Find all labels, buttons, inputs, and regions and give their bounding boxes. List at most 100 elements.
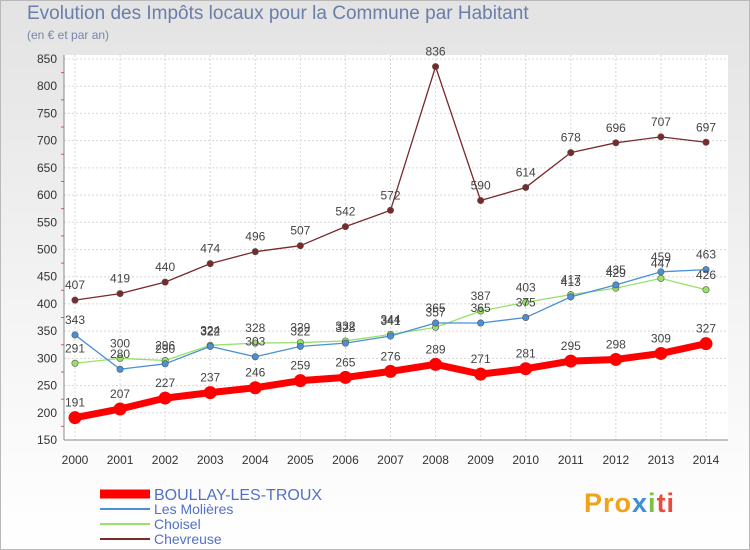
- data-label: 207: [110, 387, 130, 401]
- data-label: 417: [561, 273, 581, 287]
- data-label: 237: [200, 371, 220, 385]
- data-label: 542: [335, 205, 355, 219]
- y-tick-label: 500: [37, 243, 57, 257]
- data-point: [702, 286, 710, 294]
- data-point: [474, 367, 488, 381]
- data-point: [612, 281, 620, 289]
- data-label: 496: [245, 230, 265, 244]
- data-label: 357: [426, 305, 446, 319]
- data-label: 696: [606, 121, 626, 135]
- y-tick-label: 650: [37, 161, 57, 175]
- x-tick-label: 2013: [648, 453, 675, 467]
- data-point: [657, 274, 665, 282]
- data-label: 227: [155, 376, 175, 390]
- legend-label: Les Molières: [154, 501, 233, 517]
- data-label: 289: [426, 342, 446, 356]
- data-label: 365: [426, 301, 446, 315]
- data-point: [429, 357, 443, 371]
- y-tick-label: 600: [37, 188, 57, 202]
- data-point: [567, 293, 575, 301]
- data-point: [477, 319, 485, 327]
- x-tick-label: 2001: [107, 453, 134, 467]
- data-point: [612, 139, 620, 147]
- plot-area: [64, 55, 728, 440]
- data-point: [522, 298, 530, 306]
- data-label: 295: [561, 339, 581, 353]
- x-tick-label: 2007: [377, 453, 404, 467]
- data-label: 329: [290, 321, 310, 335]
- data-point: [71, 331, 79, 339]
- data-point: [158, 391, 172, 405]
- data-label: 375: [516, 296, 536, 310]
- legend-label: Chevreuse: [154, 531, 222, 547]
- data-point: [68, 411, 82, 425]
- data-label: 435: [606, 263, 626, 277]
- data-label: 191: [65, 396, 85, 410]
- data-label: 322: [290, 324, 310, 338]
- y-tick-label: 150: [37, 433, 57, 447]
- data-label: 309: [651, 331, 671, 345]
- y-tick-label: 750: [37, 106, 57, 120]
- data-point: [522, 183, 530, 191]
- x-tick-label: 2002: [152, 453, 179, 467]
- data-label: 365: [471, 301, 491, 315]
- data-label: 291: [65, 341, 85, 355]
- data-point: [203, 386, 217, 400]
- data-label: 265: [335, 355, 355, 369]
- data-label: 590: [471, 179, 491, 193]
- proxiti-logo: Proxiti: [584, 488, 676, 518]
- data-point: [522, 314, 530, 322]
- data-point: [657, 268, 665, 276]
- data-point: [206, 260, 214, 268]
- data-point: [116, 290, 124, 298]
- x-tick-label: 2003: [197, 453, 224, 467]
- y-tick-label: 850: [37, 52, 57, 66]
- data-point: [71, 359, 79, 367]
- y-tick-label: 350: [37, 324, 57, 338]
- data-label: 447: [651, 256, 671, 270]
- data-point: [657, 133, 665, 141]
- x-tick-label: 2000: [62, 453, 89, 467]
- data-point: [341, 223, 349, 231]
- data-label: 440: [155, 260, 175, 274]
- data-label: 419: [110, 272, 130, 286]
- x-tick-label: 2010: [512, 453, 539, 467]
- data-point: [564, 354, 578, 368]
- data-label: 246: [245, 366, 265, 380]
- data-point: [161, 360, 169, 368]
- data-label: 327: [696, 322, 716, 336]
- data-point: [248, 381, 262, 395]
- data-point: [341, 339, 349, 347]
- data-label: 697: [696, 120, 716, 134]
- data-label: 407: [65, 278, 85, 292]
- data-point: [432, 319, 440, 327]
- data-point: [432, 63, 440, 71]
- y-tick-label: 800: [37, 79, 57, 93]
- y-tick-label: 250: [37, 379, 57, 393]
- data-point: [519, 362, 533, 376]
- data-point: [477, 307, 485, 315]
- data-label: 707: [651, 115, 671, 129]
- chart-subtitle: (en € et par an): [27, 28, 110, 42]
- data-point: [699, 337, 713, 351]
- data-point: [206, 342, 214, 350]
- data-point: [338, 370, 352, 384]
- data-label: 426: [696, 268, 716, 282]
- data-point: [251, 248, 259, 256]
- data-label: 463: [696, 248, 716, 262]
- data-label: 328: [245, 321, 265, 335]
- x-tick-label: 2004: [242, 453, 269, 467]
- data-point: [386, 206, 394, 214]
- data-label: 281: [516, 347, 536, 361]
- x-tick-label: 2014: [693, 453, 720, 467]
- data-label: 429: [606, 266, 626, 280]
- data-label: 298: [606, 337, 626, 351]
- data-label: 459: [651, 250, 671, 264]
- data-label: 322: [200, 324, 220, 338]
- y-tick-label: 550: [37, 215, 57, 229]
- data-point: [702, 266, 710, 274]
- data-label: 259: [290, 359, 310, 373]
- data-label: 507: [290, 224, 310, 238]
- y-tick-label: 400: [37, 297, 57, 311]
